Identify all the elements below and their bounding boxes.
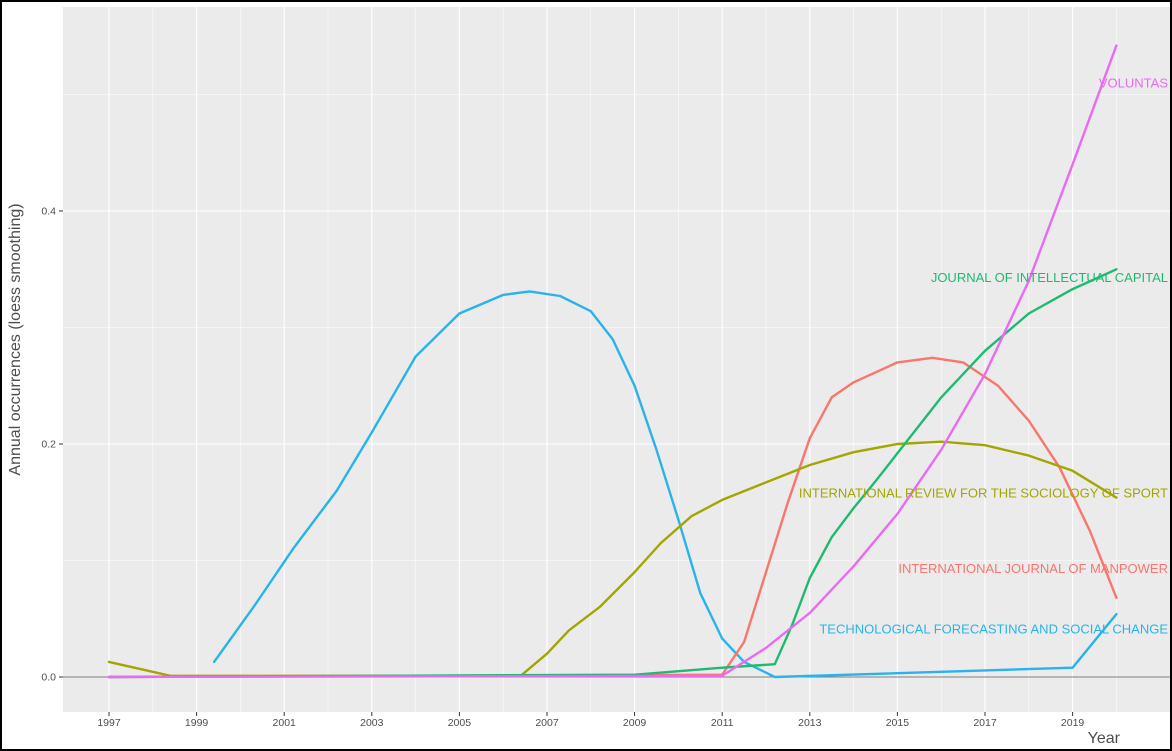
x-tick-label: 2019 — [1061, 717, 1085, 729]
series-label: TECHNOLOGICAL FORECASTING AND SOCIAL CHA… — [819, 622, 1168, 637]
plot-panel — [63, 7, 1170, 712]
tick-labels: 1997 1999 2001 2003 2005 2007 2009 2011 2013 2015… — [41, 206, 1084, 730]
series-label: JOURNAL OF INTELLECTUAL CAPITAL — [931, 270, 1168, 285]
x-tick-label: 2005 — [448, 717, 472, 729]
x-axis-title: Year — [1088, 730, 1121, 747]
series-label: INTERNATIONAL JOURNAL OF MANPOWER — [898, 561, 1168, 576]
series-lines — [107, 44, 1118, 679]
series-label: INTERNATIONAL REVIEW FOR THE SOCIOLOGY O… — [799, 485, 1168, 500]
x-tick-label: 2017 — [973, 717, 997, 729]
x-tick-label: 1997 — [97, 717, 121, 729]
y-tick-label: 0.0 — [41, 672, 56, 684]
series-label: VOLUNTAS — [1099, 75, 1168, 90]
x-tick-label: 2007 — [535, 717, 559, 729]
series-line — [107, 44, 1118, 679]
x-tick-label: 2003 — [360, 717, 384, 729]
x-tick-label: 2001 — [273, 717, 297, 729]
series-line — [107, 356, 1118, 679]
y-tick-label: 0.4 — [41, 206, 56, 218]
x-tick-label: 2015 — [886, 717, 910, 729]
x-tick-label: 2011 — [711, 717, 734, 729]
axis-ticks — [59, 210, 1074, 716]
series-line — [107, 268, 1118, 679]
series-labels: TECHNOLOGICAL FORECASTING AND SOCIAL CHA… — [799, 75, 1168, 636]
x-tick-label: 2013 — [798, 717, 822, 729]
y-tick-label: 0.2 — [41, 439, 56, 451]
y-axis-title: Annual occurrences (loess smoothing) — [7, 203, 24, 475]
x-tick-label: 2009 — [623, 717, 647, 729]
major-gridlines — [63, 7, 1170, 712]
x-tick-label: 1999 — [185, 717, 209, 729]
series-line — [107, 440, 1118, 677]
